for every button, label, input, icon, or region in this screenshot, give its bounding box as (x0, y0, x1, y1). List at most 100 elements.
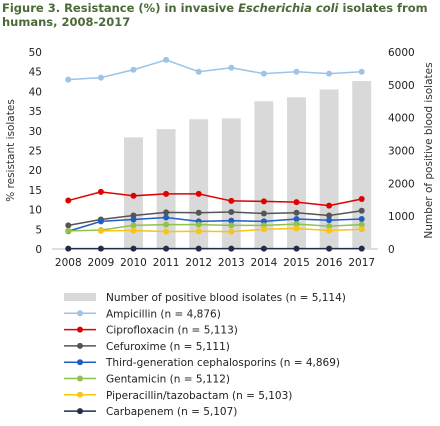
series-point (163, 221, 170, 228)
legend-label: Carbapenem (n = 5,107) (106, 406, 237, 418)
y-left-tick-label: 10 (29, 205, 42, 217)
series-point (260, 210, 267, 217)
y-right-tick-label: 3000 (388, 146, 415, 158)
x-tick-label: 2012 (185, 257, 212, 269)
legend-label: Third-generation cephalosporins (n = 4,8… (105, 357, 340, 369)
y-left-tick-label: 5 (35, 224, 42, 236)
series-point (228, 208, 235, 215)
x-tick-label: 2014 (251, 257, 278, 269)
x-tick-label: 2016 (316, 257, 343, 269)
y-right-axis-title: Number of positive blood isolates (423, 62, 435, 238)
series-point (163, 228, 170, 235)
series-point (195, 245, 202, 252)
legend-label: Ampicillin (n = 4,876) (106, 308, 221, 320)
series-point (293, 209, 300, 216)
series-point (130, 222, 137, 229)
series-point (195, 209, 202, 216)
figure-title-label: Figure 3. Resistance (%) in invasive (2, 1, 239, 15)
series-point (97, 74, 104, 81)
series-point (228, 64, 235, 71)
series-point (228, 197, 235, 204)
y-left-tick-label: 45 (29, 67, 42, 79)
series-point (326, 202, 333, 209)
series-point (228, 228, 235, 235)
series-point (358, 195, 365, 202)
series-point (97, 218, 104, 225)
series-point (97, 245, 104, 252)
series-point (228, 245, 235, 252)
y-left-tick-label: 25 (29, 146, 42, 158)
series-point (163, 209, 170, 216)
series-line (68, 216, 362, 232)
series-point (97, 227, 104, 234)
series-point (293, 221, 300, 228)
series-point (97, 188, 104, 195)
series-point (260, 245, 267, 252)
series-point (130, 227, 137, 234)
series-point (358, 216, 365, 223)
y-right-tick-label: 1000 (388, 211, 415, 223)
series-point (163, 214, 170, 221)
legend-marker (77, 359, 83, 366)
series-point (260, 226, 267, 233)
series-point (228, 217, 235, 224)
y-left-axis-title: % resistant isolates (5, 99, 17, 202)
legend-label: Gentamicin (n = 5,112) (106, 374, 230, 386)
y-left-tick-label: 40 (29, 86, 42, 98)
legend-bar-swatch (64, 293, 96, 301)
figure-title-rest: isolates from (338, 1, 428, 15)
x-tick-label: 2015 (283, 257, 310, 269)
legend-label: Number of positive blood isolates (n = 5… (106, 292, 346, 304)
series-point (163, 190, 170, 197)
y-left-tick-label: 20 (29, 165, 42, 177)
figure-title-line2: humans, 2008-2017 (2, 15, 131, 29)
x-tick-label: 2017 (348, 257, 375, 269)
series-point (260, 70, 267, 77)
series-line (68, 191, 362, 207)
series-point (195, 228, 202, 235)
series-point (358, 245, 365, 252)
series-point (293, 216, 300, 223)
series-point (358, 221, 365, 228)
series-point (65, 245, 72, 252)
x-tick-label: 2013 (218, 257, 245, 269)
series-point (326, 217, 333, 224)
legend-label: Piperacillin/tazobactam (n = 5,103) (106, 390, 292, 402)
legend-label: Cefuroxime (n = 5,111) (106, 341, 230, 353)
y-left-tick-label: 0 (35, 244, 42, 256)
series-point (293, 68, 300, 75)
legend-marker (77, 342, 83, 349)
series-point (326, 223, 333, 230)
figure-title-organism: Escherichia coli (238, 1, 339, 15)
series-point (326, 70, 333, 77)
series-point (228, 222, 235, 229)
series-point (130, 245, 137, 252)
series-point (130, 192, 137, 199)
series-line (68, 223, 362, 232)
series-point (358, 207, 365, 214)
series-point (163, 56, 170, 63)
y-right-tick-label: 2000 (388, 178, 415, 190)
series-line (68, 210, 362, 227)
series-line (68, 59, 362, 81)
series-point (260, 198, 267, 205)
legend-label: Ciprofloxacin (n = 5,113) (106, 325, 238, 337)
legend-marker (77, 391, 83, 398)
series-point (293, 245, 300, 252)
series-point (163, 245, 170, 252)
y-right-tick-label: 4000 (388, 113, 415, 125)
series-point (130, 216, 137, 223)
bar-positive-isolates (189, 119, 209, 249)
bar-positive-isolates (156, 129, 176, 249)
y-right-tick-label: 6000 (388, 47, 415, 59)
series-point (293, 199, 300, 206)
bar-positive-isolates (221, 118, 241, 249)
series-point (195, 68, 202, 75)
series-point (195, 190, 202, 197)
legend-marker (77, 310, 83, 317)
y-left-tick-label: 50 (29, 47, 42, 59)
y-left-tick-label: 30 (29, 126, 42, 138)
series-point (195, 221, 202, 228)
y-right-tick-label: 5000 (388, 80, 415, 92)
